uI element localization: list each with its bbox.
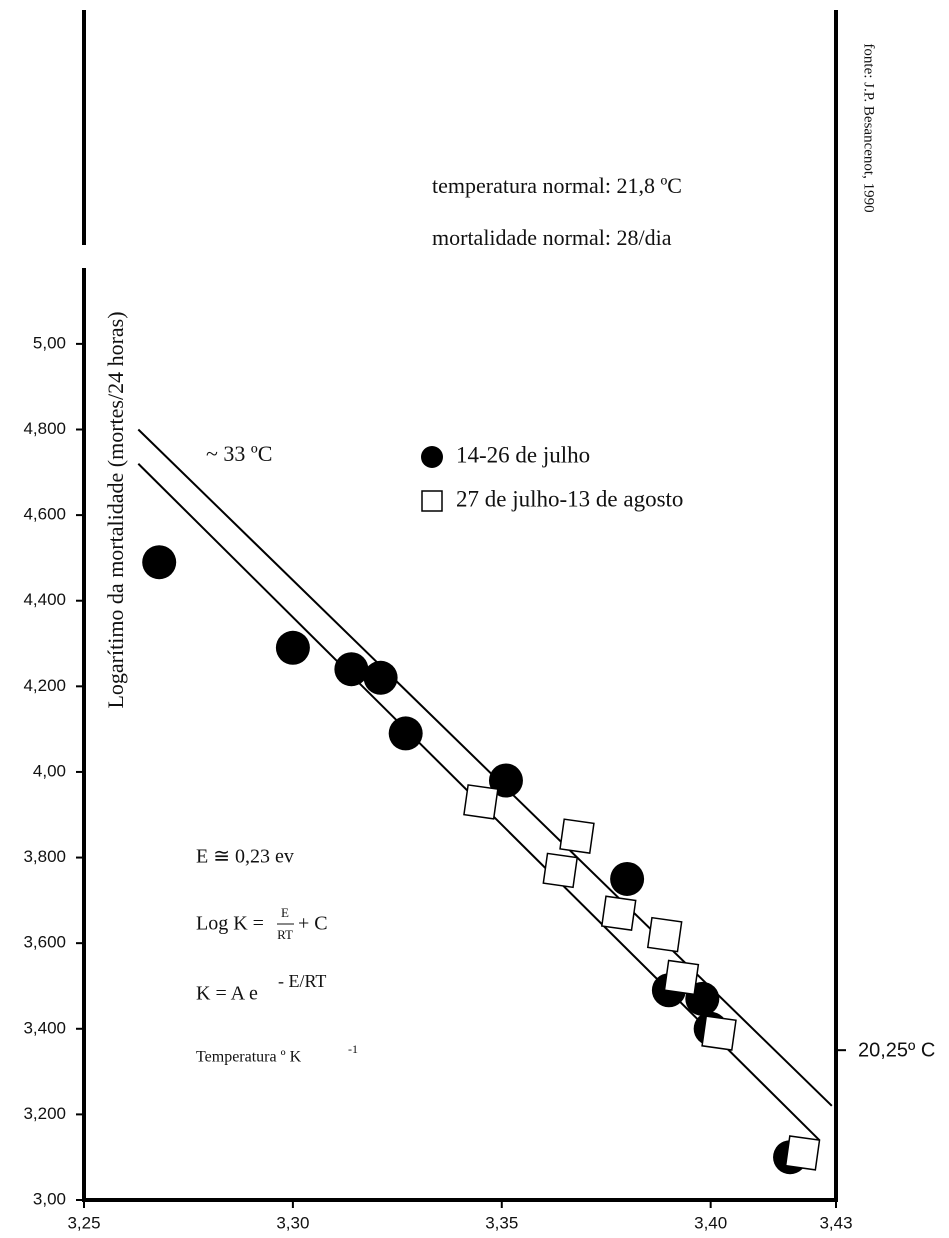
y-tick-label: 3,400 <box>23 1018 66 1037</box>
point <box>542 852 579 889</box>
y-tick-label: 3,600 <box>23 933 66 952</box>
y-axis-label: Logarítimo da mortalidade (mortes/24 hor… <box>103 311 128 708</box>
legend-label: 14-26 de julho <box>456 442 590 467</box>
y-tick-label: 3,800 <box>23 847 66 866</box>
note: temperatura normal: 21,8 ºC <box>432 173 682 198</box>
x-tick-label: 3,35 <box>485 1213 518 1232</box>
formula: - E/RT <box>278 971 326 991</box>
point <box>646 916 683 953</box>
point <box>275 630 310 665</box>
legend-marker <box>421 490 443 512</box>
y-tick-label: 5,00 <box>33 333 66 352</box>
x-tick-label: 3,30 <box>276 1213 309 1232</box>
x-tick-label: 3,43 <box>819 1213 852 1232</box>
x-axis-label: Temperatura º K <box>196 1049 302 1066</box>
y-tick-label: 3,00 <box>33 1189 66 1208</box>
point <box>142 545 177 580</box>
point <box>600 895 637 931</box>
x-tick-label: 3,40 <box>694 1213 727 1232</box>
formula: RT <box>277 927 293 942</box>
point <box>388 716 423 751</box>
formula: Log K = <box>196 913 264 935</box>
x-axis-label: -1 <box>348 1042 358 1056</box>
formula: K = A e <box>196 983 258 1005</box>
point <box>559 818 595 854</box>
legend-marker <box>421 446 443 468</box>
legend-label: 27 de julho-13 de agosto <box>456 486 683 511</box>
point <box>784 1135 821 1171</box>
point <box>334 652 369 687</box>
y-tick-label: 4,600 <box>23 505 66 524</box>
point <box>663 959 700 996</box>
note: mortalidade normal: 28/dia <box>432 225 672 250</box>
y-tick-label: 3,200 <box>23 1104 66 1123</box>
right-marker-label: 20,25º C <box>858 1039 935 1061</box>
point <box>363 660 398 695</box>
point <box>610 861 645 896</box>
y-tick-label: 4,200 <box>23 676 66 695</box>
annotation: ~ 33 ºC <box>206 441 272 466</box>
y-tick-label: 4,00 <box>33 761 66 780</box>
y-tick-label: 4,800 <box>23 419 66 438</box>
point <box>701 1015 737 1051</box>
formula: E ≅ 0,23 ev <box>196 846 294 868</box>
point <box>463 784 499 820</box>
source: fonte: J.P. Besancenot, 1990 <box>861 43 877 212</box>
formula: + C <box>298 913 328 935</box>
formula: E <box>281 905 289 920</box>
y-tick-label: 4,400 <box>23 590 66 609</box>
x-tick-label: 3,25 <box>67 1213 100 1232</box>
